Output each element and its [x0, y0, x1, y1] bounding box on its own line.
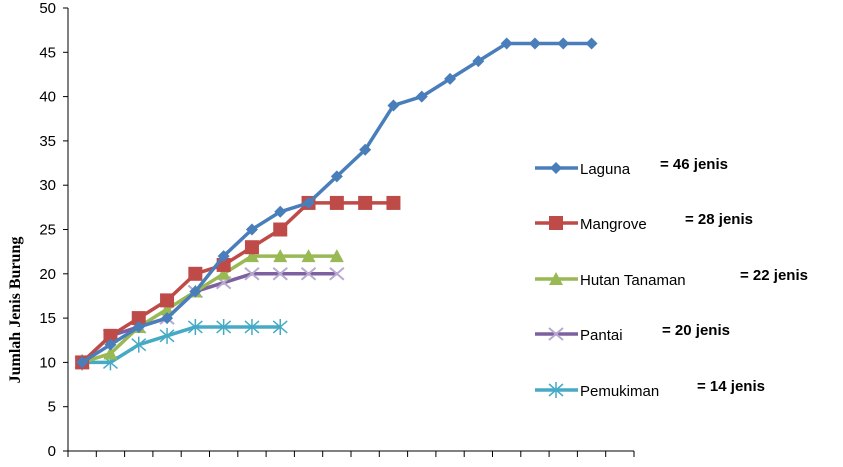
- data-point: [104, 338, 117, 351]
- data-point: [103, 328, 118, 343]
- data-point: [216, 266, 231, 280]
- legend-item-hutan-tanaman: Hutan Tanaman = 22 jenis: [535, 267, 808, 289]
- legend-marker: [548, 327, 564, 341]
- y-tick-label: 30: [39, 177, 56, 194]
- legend-marker: [549, 216, 563, 230]
- data-point: [300, 267, 317, 281]
- data-point: [415, 90, 428, 103]
- data-point: [244, 318, 260, 335]
- legend-note: = 14 jenis: [697, 378, 765, 395]
- data-point: [272, 318, 288, 335]
- legend-item-pemukiman: Pemukiman = 14 jenis: [535, 378, 765, 400]
- data-point: [160, 293, 175, 308]
- data-point: [217, 250, 230, 263]
- y-tick-label: 5: [48, 399, 56, 416]
- legend-label: Pemukiman: [580, 383, 659, 400]
- data-point: [187, 318, 203, 335]
- data-point: [245, 223, 258, 236]
- data-point: [103, 346, 118, 360]
- data-point: [329, 195, 344, 210]
- data-point: [132, 320, 145, 333]
- data-point: [387, 99, 400, 112]
- data-point: [528, 37, 541, 50]
- data-point: [131, 336, 147, 353]
- data-point: [585, 37, 598, 50]
- series-line: [81, 254, 337, 365]
- data-point: [244, 267, 260, 281]
- y-tick-label: 50: [39, 0, 56, 17]
- legend-note: = 46 jenis: [660, 156, 728, 173]
- y-tick-label: 35: [39, 133, 56, 150]
- data-point: [386, 195, 401, 210]
- y-tick-label: 0: [48, 443, 56, 460]
- y-tick-label: 25: [39, 222, 56, 239]
- y-tick-label: 45: [39, 44, 56, 61]
- data-point: [330, 170, 343, 183]
- data-point: [216, 318, 232, 335]
- legend-item-mangrove: Mangrove = 28 jenis: [535, 211, 753, 233]
- legend-item-laguna: Laguna = 46 jenis: [535, 156, 728, 178]
- data-point: [444, 72, 457, 85]
- legend-marker: [548, 382, 564, 398]
- series-laguna: [76, 37, 598, 369]
- data-point: [131, 311, 146, 326]
- y-tick-label: 10: [39, 354, 56, 371]
- legend-label: Laguna: [580, 161, 631, 178]
- data-point: [160, 302, 175, 316]
- data-point: [500, 37, 513, 50]
- legend-item-pantai: Pantai = 20 jenis: [535, 322, 730, 344]
- series-mangrove: [75, 195, 401, 370]
- legend-marker: [550, 162, 562, 174]
- data-point: [358, 195, 373, 210]
- data-point: [359, 143, 372, 156]
- data-point: [302, 196, 315, 209]
- data-point: [188, 266, 203, 281]
- data-point: [274, 205, 287, 218]
- legend-note: = 22 jenis: [740, 267, 808, 284]
- series-hutan-tanaman: [75, 249, 344, 369]
- y-tick-label: 15: [39, 310, 56, 327]
- data-point: [329, 249, 344, 263]
- data-point: [273, 222, 288, 237]
- legend-label: Hutan Tanaman: [580, 272, 686, 289]
- data-point: [329, 267, 345, 281]
- legend-note: = 20 jenis: [662, 322, 730, 339]
- data-point: [159, 327, 175, 344]
- data-point: [272, 267, 288, 281]
- data-point: [244, 249, 259, 263]
- legend-note: = 28 jenis: [685, 211, 753, 228]
- legend-label: Pantai: [580, 327, 623, 344]
- y-axis-label: Jumlah Jenis Burung: [7, 237, 24, 384]
- data-point: [189, 285, 202, 298]
- data-point: [472, 55, 485, 68]
- data-point: [244, 240, 259, 255]
- y-tick-label: 20: [39, 266, 56, 283]
- legend-marker: [549, 272, 563, 285]
- data-point: [557, 37, 570, 50]
- data-point: [301, 249, 316, 263]
- series-line: [80, 272, 337, 364]
- legend-label: Mangrove: [580, 216, 647, 233]
- data-point: [273, 249, 288, 263]
- data-point: [161, 312, 174, 325]
- y-tick-label: 40: [39, 89, 56, 106]
- data-point: [76, 356, 89, 369]
